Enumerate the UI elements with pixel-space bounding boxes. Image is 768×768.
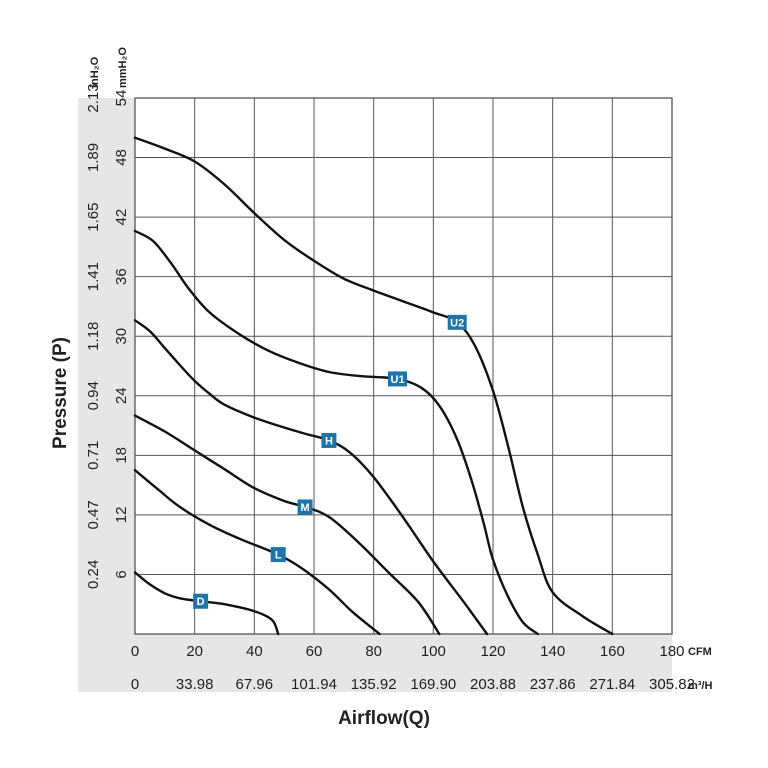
y-tick-label-mmh2o: 24 [113, 387, 130, 404]
plot-area [135, 98, 672, 634]
y-tick-label-mmh2o: 54 [113, 90, 130, 107]
x-tick-label-m3h: 237.86 [530, 676, 576, 693]
y-tick-label-mmh2o: 18 [113, 447, 130, 464]
y-axis-title: Pressure (P) [50, 337, 71, 449]
curve-u1 [133, 229, 539, 636]
curve-label-l: L [275, 550, 282, 562]
performance-curves [133, 136, 614, 636]
x-tick-label-m3h: 169.90 [410, 676, 456, 693]
x-unit-cfm: CFM [688, 646, 712, 658]
curve-m [133, 414, 441, 636]
curve-label-h: H [325, 435, 333, 447]
y-tick-label-mmh2o: 42 [113, 209, 130, 226]
curve-label-box-u2 [447, 314, 467, 330]
y-tick-label-inh2o: 0.24 [85, 560, 102, 589]
y-tick-label-mmh2o: 48 [113, 149, 130, 166]
y-tick-label-mmh2o: 36 [113, 268, 130, 285]
y-tick-label-inh2o: 2.13 [85, 83, 102, 112]
x-tick-label-cfm: 160 [600, 643, 625, 660]
x-tick-label-cfm: 180 [659, 643, 684, 660]
y-tick-label-inh2o: 1.89 [85, 143, 102, 172]
x-axis-band [78, 634, 672, 692]
x-tick-label-m3h: 271.84 [589, 676, 635, 693]
curve-l [133, 469, 381, 636]
x-tick-label-m3h: 101.94 [291, 676, 337, 693]
curve-label-u1: U1 [391, 374, 405, 386]
curve-label-d: D [197, 596, 205, 608]
x-tick-label-cfm: 60 [306, 643, 323, 660]
y-axis-band [78, 98, 135, 634]
curve-label-u2: U2 [450, 317, 464, 329]
x-unit-m3h: m³/H [688, 680, 713, 692]
x-tick-labels: 0 0 20 33.98 40 67.96 60 101.94 80 135.92 100 169.9… [131, 643, 695, 693]
y-tick-labels: 6 0.24 12 0.47 18 0.71 24 0.94 30 1.18 36 1.41 42 1.6… [85, 83, 130, 589]
y-unit-mmh2o: mmH₂O [117, 47, 129, 88]
x-tick-label-cfm: 140 [540, 643, 565, 660]
y-tick-label-inh2o: 1.65 [85, 203, 102, 232]
x-tick-label-cfm: 20 [186, 643, 203, 660]
x-tick-label-cfm: 0 [131, 643, 139, 660]
curve-h [133, 319, 489, 636]
x-tick-label-m3h: 135.92 [351, 676, 397, 693]
y-tick-label-inh2o: 1.41 [85, 262, 102, 291]
x-tick-label-m3h: 305.82 [649, 676, 695, 693]
curve-label-m: M [300, 502, 309, 514]
x-tick-label-cfm: 100 [421, 643, 446, 660]
y-tick-label-mmh2o: 6 [113, 570, 130, 578]
curve-label-box-u1 [388, 371, 408, 387]
x-tick-label-m3h: 67.96 [236, 676, 274, 693]
y-tick-label-inh2o: 0.71 [85, 441, 102, 470]
x-tick-label-m3h: 203.88 [470, 676, 516, 693]
curve-label-box-d [193, 593, 209, 609]
y-tick-label-mmh2o: 30 [113, 328, 130, 345]
curve-label-box-l [270, 547, 286, 563]
x-tick-label-cfm: 40 [246, 643, 263, 660]
x-tick-label-m3h: 0 [131, 676, 139, 693]
y-tick-label-inh2o: 0.47 [85, 500, 102, 529]
plot-frame [134, 97, 673, 635]
grid [135, 98, 672, 634]
x-tick-label-cfm: 80 [365, 643, 382, 660]
y-tick-label-mmh2o: 12 [113, 507, 130, 524]
x-tick-label-cfm: 120 [480, 643, 505, 660]
y-unit-inh2o: inH₂O [89, 56, 101, 88]
curve-labels: U2 U1 H M L D [193, 314, 467, 609]
y-tick-label-inh2o: 0.94 [85, 381, 102, 410]
x-axis-title: Airflow(Q) [338, 708, 430, 729]
curve-u2 [133, 136, 614, 636]
curve-label-box-m [297, 499, 313, 515]
y-tick-label-inh2o: 1.18 [85, 322, 102, 351]
x-tick-label-m3h: 33.98 [176, 676, 214, 693]
curve-label-box-h [321, 432, 337, 448]
